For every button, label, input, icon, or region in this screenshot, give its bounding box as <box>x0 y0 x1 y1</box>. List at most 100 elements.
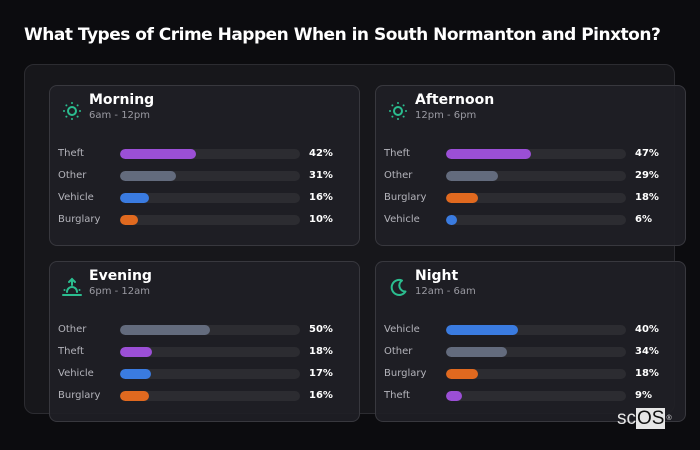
bar-fill <box>446 171 499 181</box>
bar-label: Vehicle <box>384 324 420 335</box>
bar-label: Vehicle <box>384 214 420 225</box>
bar-label: Theft <box>58 346 84 357</box>
bar-fill <box>120 347 153 357</box>
bar-list: Theft 42% Other 31% Vehicle 16% Burglary 10% <box>50 147 359 235</box>
bar-list: Other 50% Theft 18% Vehicle 17% Burglary 16% <box>50 323 359 411</box>
bar-value: 9% <box>635 390 652 401</box>
bar-track <box>120 391 300 401</box>
bar-list: Vehicle 40% Other 34% Burglary 18% Theft 9% <box>376 323 685 411</box>
bar-row: Burglary 10% <box>50 213 359 235</box>
bar-label: Other <box>58 324 87 335</box>
bar-label: Other <box>384 346 413 357</box>
bar-fill <box>120 325 210 335</box>
bar-value: 18% <box>635 368 659 379</box>
bar-track <box>446 193 626 203</box>
moon-icon <box>387 276 409 298</box>
bar-label: Theft <box>384 148 410 159</box>
bar-row: Vehicle 6% <box>376 213 685 235</box>
bar-track <box>446 347 626 357</box>
card-night: Night 12am - 6am Vehicle 40% Other 34% Bur… <box>375 261 686 422</box>
bar-row: Theft 42% <box>50 147 359 169</box>
bar-fill <box>120 149 196 159</box>
bar-row: Vehicle 17% <box>50 367 359 389</box>
bar-track <box>446 369 626 379</box>
bar-label: Vehicle <box>58 192 94 203</box>
bar-row: Other 29% <box>376 169 685 191</box>
bar-list: Theft 47% Other 29% Burglary 18% Vehicle 6% <box>376 147 685 235</box>
bar-row: Other 31% <box>50 169 359 191</box>
bar-fill <box>446 347 508 357</box>
card-title: Night <box>415 268 459 284</box>
bar-label: Burglary <box>384 368 427 379</box>
bar-fill <box>120 193 149 203</box>
bar-value: 31% <box>309 170 333 181</box>
bar-fill <box>446 325 518 335</box>
card-time-range: 6am - 12pm <box>89 110 151 121</box>
page-title: What Types of Crime Happen When in South… <box>24 25 661 45</box>
bar-track <box>446 171 626 181</box>
bar-value: 34% <box>635 346 659 357</box>
bar-label: Other <box>58 170 87 181</box>
bar-value: 18% <box>635 192 659 203</box>
bar-row: Vehicle 40% <box>376 323 685 345</box>
bar-value: 47% <box>635 148 659 159</box>
bar-label: Burglary <box>58 214 101 225</box>
bar-fill <box>446 391 463 401</box>
bar-row: Burglary 16% <box>50 389 359 411</box>
registered-mark: ® <box>666 415 672 422</box>
bar-fill <box>120 215 138 225</box>
scos-logo: scOS ® <box>617 408 672 429</box>
bar-track <box>120 171 300 181</box>
bar-track <box>120 347 300 357</box>
bar-track <box>120 325 300 335</box>
bar-value: 6% <box>635 214 652 225</box>
card-title: Morning <box>89 92 155 108</box>
bar-label: Burglary <box>384 192 427 203</box>
bar-row: Vehicle 16% <box>50 191 359 213</box>
bar-fill <box>120 171 176 181</box>
bar-row: Theft 9% <box>376 389 685 411</box>
logo-os: OS <box>636 408 666 429</box>
card-morning: Morning 6am - 12pm Theft 42% Other 31% Veh… <box>49 85 360 246</box>
bar-track <box>120 193 300 203</box>
bar-value: 50% <box>309 324 333 335</box>
bar-track <box>120 215 300 225</box>
card-title: Evening <box>89 268 152 284</box>
bar-value: 18% <box>309 346 333 357</box>
bar-track <box>446 325 626 335</box>
bar-label: Theft <box>384 390 410 401</box>
sunset-icon <box>61 276 83 298</box>
bar-value: 29% <box>635 170 659 181</box>
card-title: Afternoon <box>415 92 495 108</box>
card-time-range: 12pm - 6pm <box>415 110 477 121</box>
card-time-range: 12am - 6am <box>415 286 476 297</box>
bar-track <box>120 149 300 159</box>
bar-label: Vehicle <box>58 368 94 379</box>
bar-track <box>120 369 300 379</box>
bar-fill <box>446 215 457 225</box>
sun-icon <box>387 100 409 122</box>
card-afternoon: Afternoon 12pm - 6pm Theft 47% Other 29% B… <box>375 85 686 246</box>
bar-track <box>446 215 626 225</box>
bar-value: 16% <box>309 390 333 401</box>
bar-label: Other <box>384 170 413 181</box>
bar-fill <box>446 149 531 159</box>
bar-row: Other 34% <box>376 345 685 367</box>
bar-row: Burglary 18% <box>376 367 685 389</box>
bar-row: Theft 18% <box>50 345 359 367</box>
logo-sc: sc <box>617 408 636 429</box>
card-evening: Evening 6pm - 12am Other 50% Theft 18% Veh… <box>49 261 360 422</box>
bar-fill <box>446 193 479 203</box>
bar-row: Other 50% <box>50 323 359 345</box>
bar-value: 40% <box>635 324 659 335</box>
bar-label: Theft <box>58 148 84 159</box>
bar-label: Burglary <box>58 390 101 401</box>
bar-track <box>446 149 626 159</box>
card-time-range: 6pm - 12am <box>89 286 151 297</box>
bar-value: 10% <box>309 214 333 225</box>
bar-fill <box>446 369 479 379</box>
bar-value: 16% <box>309 192 333 203</box>
bar-row: Theft 47% <box>376 147 685 169</box>
bar-fill <box>120 391 149 401</box>
sun-icon <box>61 100 83 122</box>
